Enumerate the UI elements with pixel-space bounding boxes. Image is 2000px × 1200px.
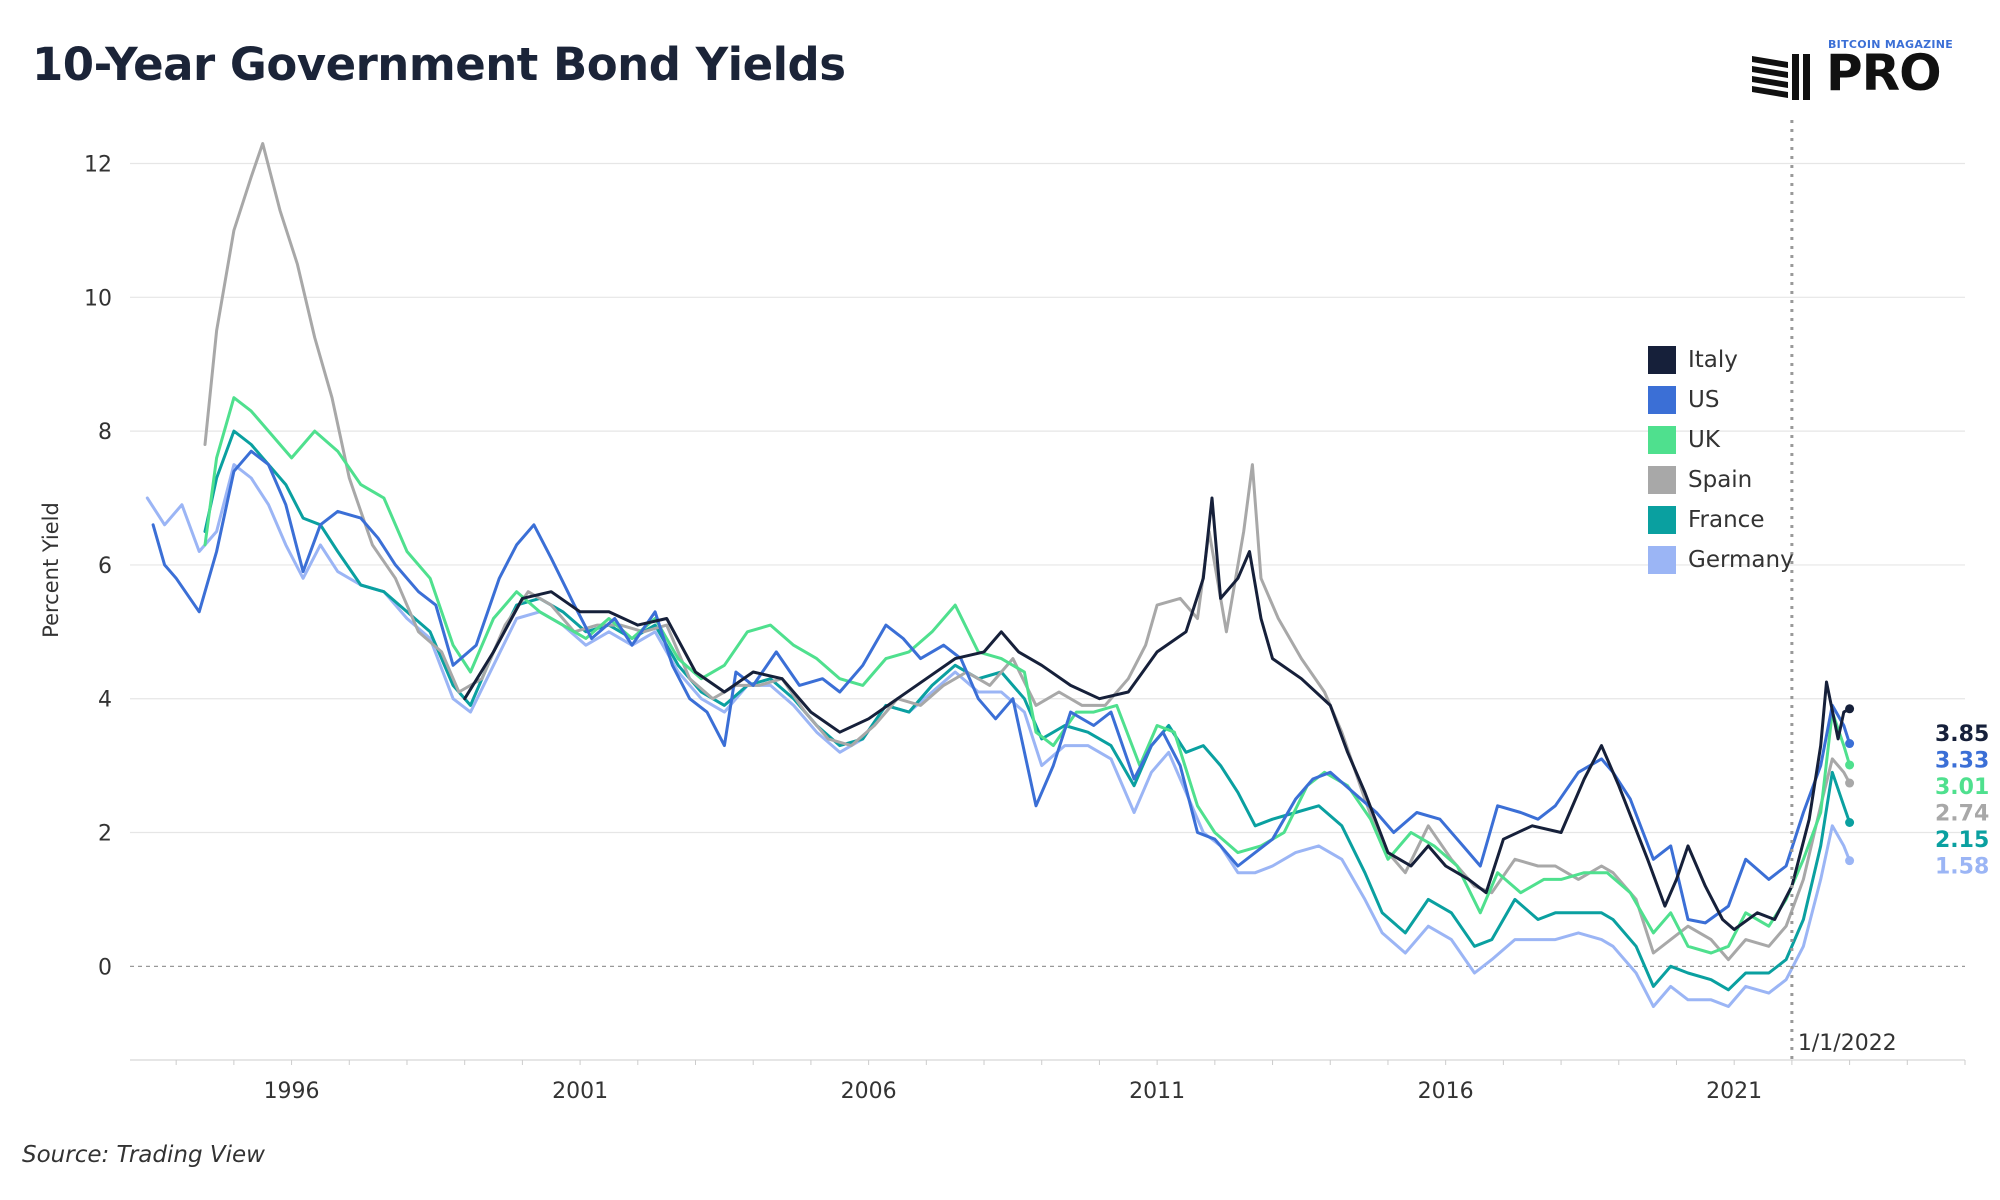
y-tick-label: 4 [98,688,112,713]
y-tick-label: 2 [98,822,112,847]
series-end-point [1845,739,1855,749]
x-tick-label: 2006 [841,1079,897,1104]
legend-item-uk: UK [1648,420,1794,460]
legend-swatch [1648,506,1676,534]
series-line-france [203,429,1852,992]
reference-line: 1/1/2022 [1790,120,1897,1060]
series-end-point [1845,704,1855,714]
end-value-label-france: 2.15 [1935,828,1989,853]
legend: Italy US UK Spain France Germany [1648,340,1794,580]
x-tick-label: 2021 [1706,1079,1762,1104]
legend-swatch [1648,546,1676,574]
logo-stripes-icon [1752,54,1810,100]
y-tick-label: 8 [98,420,112,445]
legend-item-germany: Germany [1648,540,1794,580]
end-value-label-us: 3.33 [1935,749,1989,774]
y-tick-label: 0 [98,955,112,980]
legend-label: France [1688,507,1765,533]
bitcoin-magazine-pro-logo: BITCOIN MAGAZINE PRO [1748,38,1976,108]
chart-title: 10-Year Government Bond Yields [32,38,846,91]
series-lines [145,142,1855,1008]
series-line-italy [463,496,1852,931]
line-chart: 0 2 4 6 8 10 12 1996 2001 2006 2011 2016 2021 Perce… [39,120,1989,1104]
legend-label: Spain [1688,467,1753,493]
x-tick-label: 2011 [1129,1079,1185,1104]
x-tick-label: 1996 [264,1079,320,1104]
legend-item-us: US [1648,380,1794,420]
x-axis: 1996 2001 2006 2011 2016 2021 [130,1059,1966,1104]
legend-label: UK [1688,427,1720,453]
y-tick-label: 12 [84,153,112,178]
x-tick-label: 2001 [552,1079,608,1104]
legend-swatch [1648,466,1676,494]
y-axis-label: Percent Yield [39,502,63,638]
legend-label: Italy [1688,347,1738,373]
x-tick-label: 2016 [1418,1079,1474,1104]
series-end-point [1845,778,1855,788]
y-tick-label: 6 [98,554,112,579]
legend-item-italy: Italy [1648,340,1794,380]
y-axis: 0 2 4 6 8 10 12 [84,153,112,981]
end-value-label-spain: 2.74 [1935,802,1989,827]
y-tick-label: 10 [84,286,112,311]
end-value-label-italy: 3.85 [1935,722,1989,747]
legend-item-france: France [1648,500,1794,540]
series-line-us [151,449,1852,925]
series-line-spain [203,142,1852,962]
logo-pro-text: PRO [1826,44,1942,102]
series-end-point [1845,760,1855,770]
legend-swatch [1648,346,1676,374]
legend-item-spain: Spain [1648,460,1794,500]
logo-small-text: BITCOIN MAGAZINE [1828,38,1954,51]
legend-label: Germany [1688,547,1794,573]
series-end-point [1845,856,1855,866]
gridlines [130,162,1965,967]
end-value-label-germany: 1.58 [1935,855,1989,880]
series-line-germany [145,463,1852,1008]
reference-line-label: 1/1/2022 [1798,1031,1897,1056]
source-note: Source: Trading View [22,1142,265,1168]
end-value-labels: 3.853.333.012.742.151.58 [1935,722,1989,880]
legend-label: US [1688,387,1720,413]
legend-swatch [1648,426,1676,454]
series-end-point [1845,818,1855,827]
legend-swatch [1648,386,1676,414]
end-value-label-uk: 3.01 [1935,775,1989,800]
